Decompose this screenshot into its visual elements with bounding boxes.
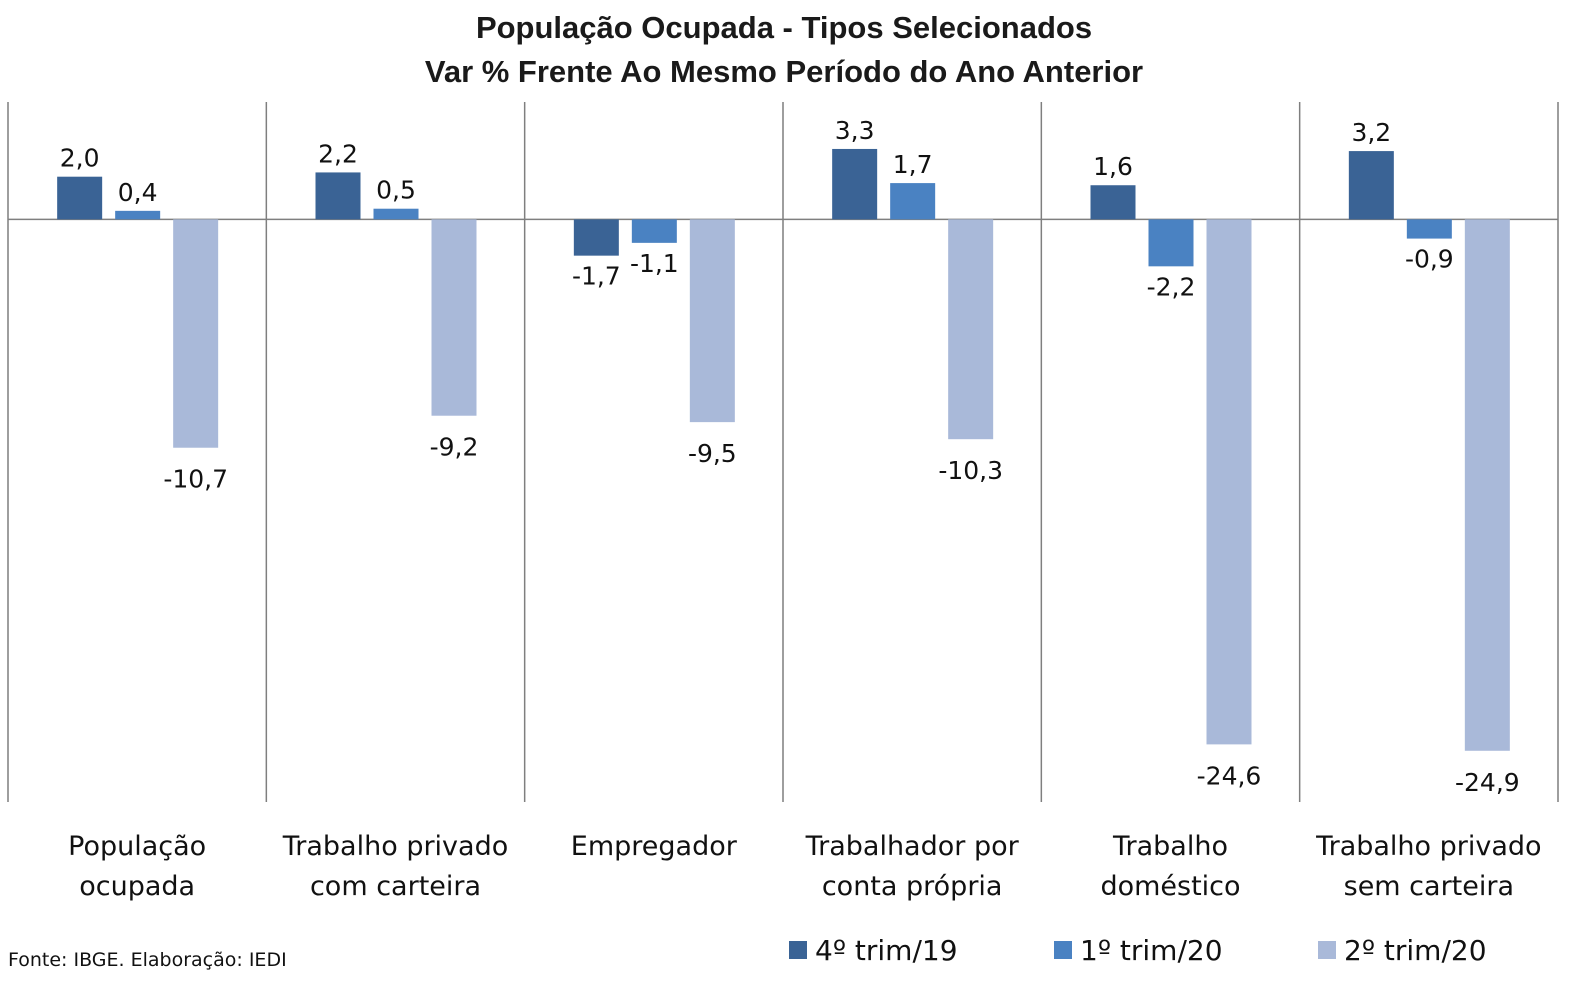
data-label: -9,2 [430,433,479,462]
bar [1090,185,1136,220]
data-label: -1,7 [572,262,621,291]
chart-subtitle: Var % Frente Ao Mesmo Período do Ano Ant… [425,54,1143,89]
bar [431,219,477,416]
bar [1464,219,1510,751]
legend-swatch [789,941,807,959]
data-label: 0,5 [376,176,416,205]
chart-title: População Ocupada - Tipos Selecionados [476,10,1092,45]
data-label: 2,2 [318,139,358,168]
data-label: -0,9 [1405,245,1454,274]
bar [890,183,936,220]
bar [689,219,735,423]
bar [1206,219,1252,745]
bar [832,148,878,220]
legend-label: 2º trim/20 [1344,934,1487,967]
bar [173,219,219,448]
legend-swatch [1318,941,1336,959]
value-labels: 2,0 2,2 -1,7 3,3 1,6 3,2 0,4 0,5 -1,1 1,7 -2,2 -0,9… [60,116,1520,797]
data-label: 0,4 [118,178,158,207]
category-label: doméstico [1100,871,1240,902]
category-labels: População ocupada Trabalho privado com cart… [68,831,1541,902]
category-label: Trabalho privado [282,831,509,862]
data-label: 3,2 [1351,118,1391,147]
category-label: sem carteira [1344,871,1514,902]
bar [57,176,103,220]
category-label: conta própria [822,871,1003,902]
data-label: 2,0 [60,144,100,173]
category-label: População [68,831,206,862]
bar-groups [57,148,1510,751]
data-label: 3,3 [835,116,875,145]
bar [948,219,994,440]
category-label: Trabalho [1112,831,1228,862]
category-label: ocupada [79,871,195,902]
category-label: Trabalhador por [805,831,1020,862]
bar [573,219,619,256]
data-label: -10,3 [938,456,1003,485]
bar [315,172,361,220]
data-label: 1,7 [893,150,933,179]
category-label: com carteira [310,871,481,902]
data-label: -10,7 [163,465,228,494]
bar [373,208,419,220]
data-label: -24,6 [1197,761,1262,790]
data-label: -24,9 [1455,768,1520,797]
category-label: Empregador [571,831,738,862]
bar [115,210,161,220]
data-label: 1,6 [1093,152,1133,181]
legend: 4º trim/19 1º trim/20 2º trim/20 [789,934,1487,967]
source-note: Fonte: IBGE. Elaboração: IEDI [8,949,287,971]
data-label: -1,1 [630,249,679,278]
category-dividers [7,102,1559,802]
bar [631,219,677,243]
bar [1406,219,1452,239]
bar [1348,151,1394,220]
data-label: -2,2 [1147,272,1196,301]
legend-swatch [1054,941,1072,959]
legend-label: 1º trim/20 [1080,934,1223,967]
category-label: Trabalho privado [1315,831,1542,862]
legend-label: 4º trim/19 [815,934,958,967]
data-label: -9,5 [688,439,737,468]
bar [1148,219,1194,267]
